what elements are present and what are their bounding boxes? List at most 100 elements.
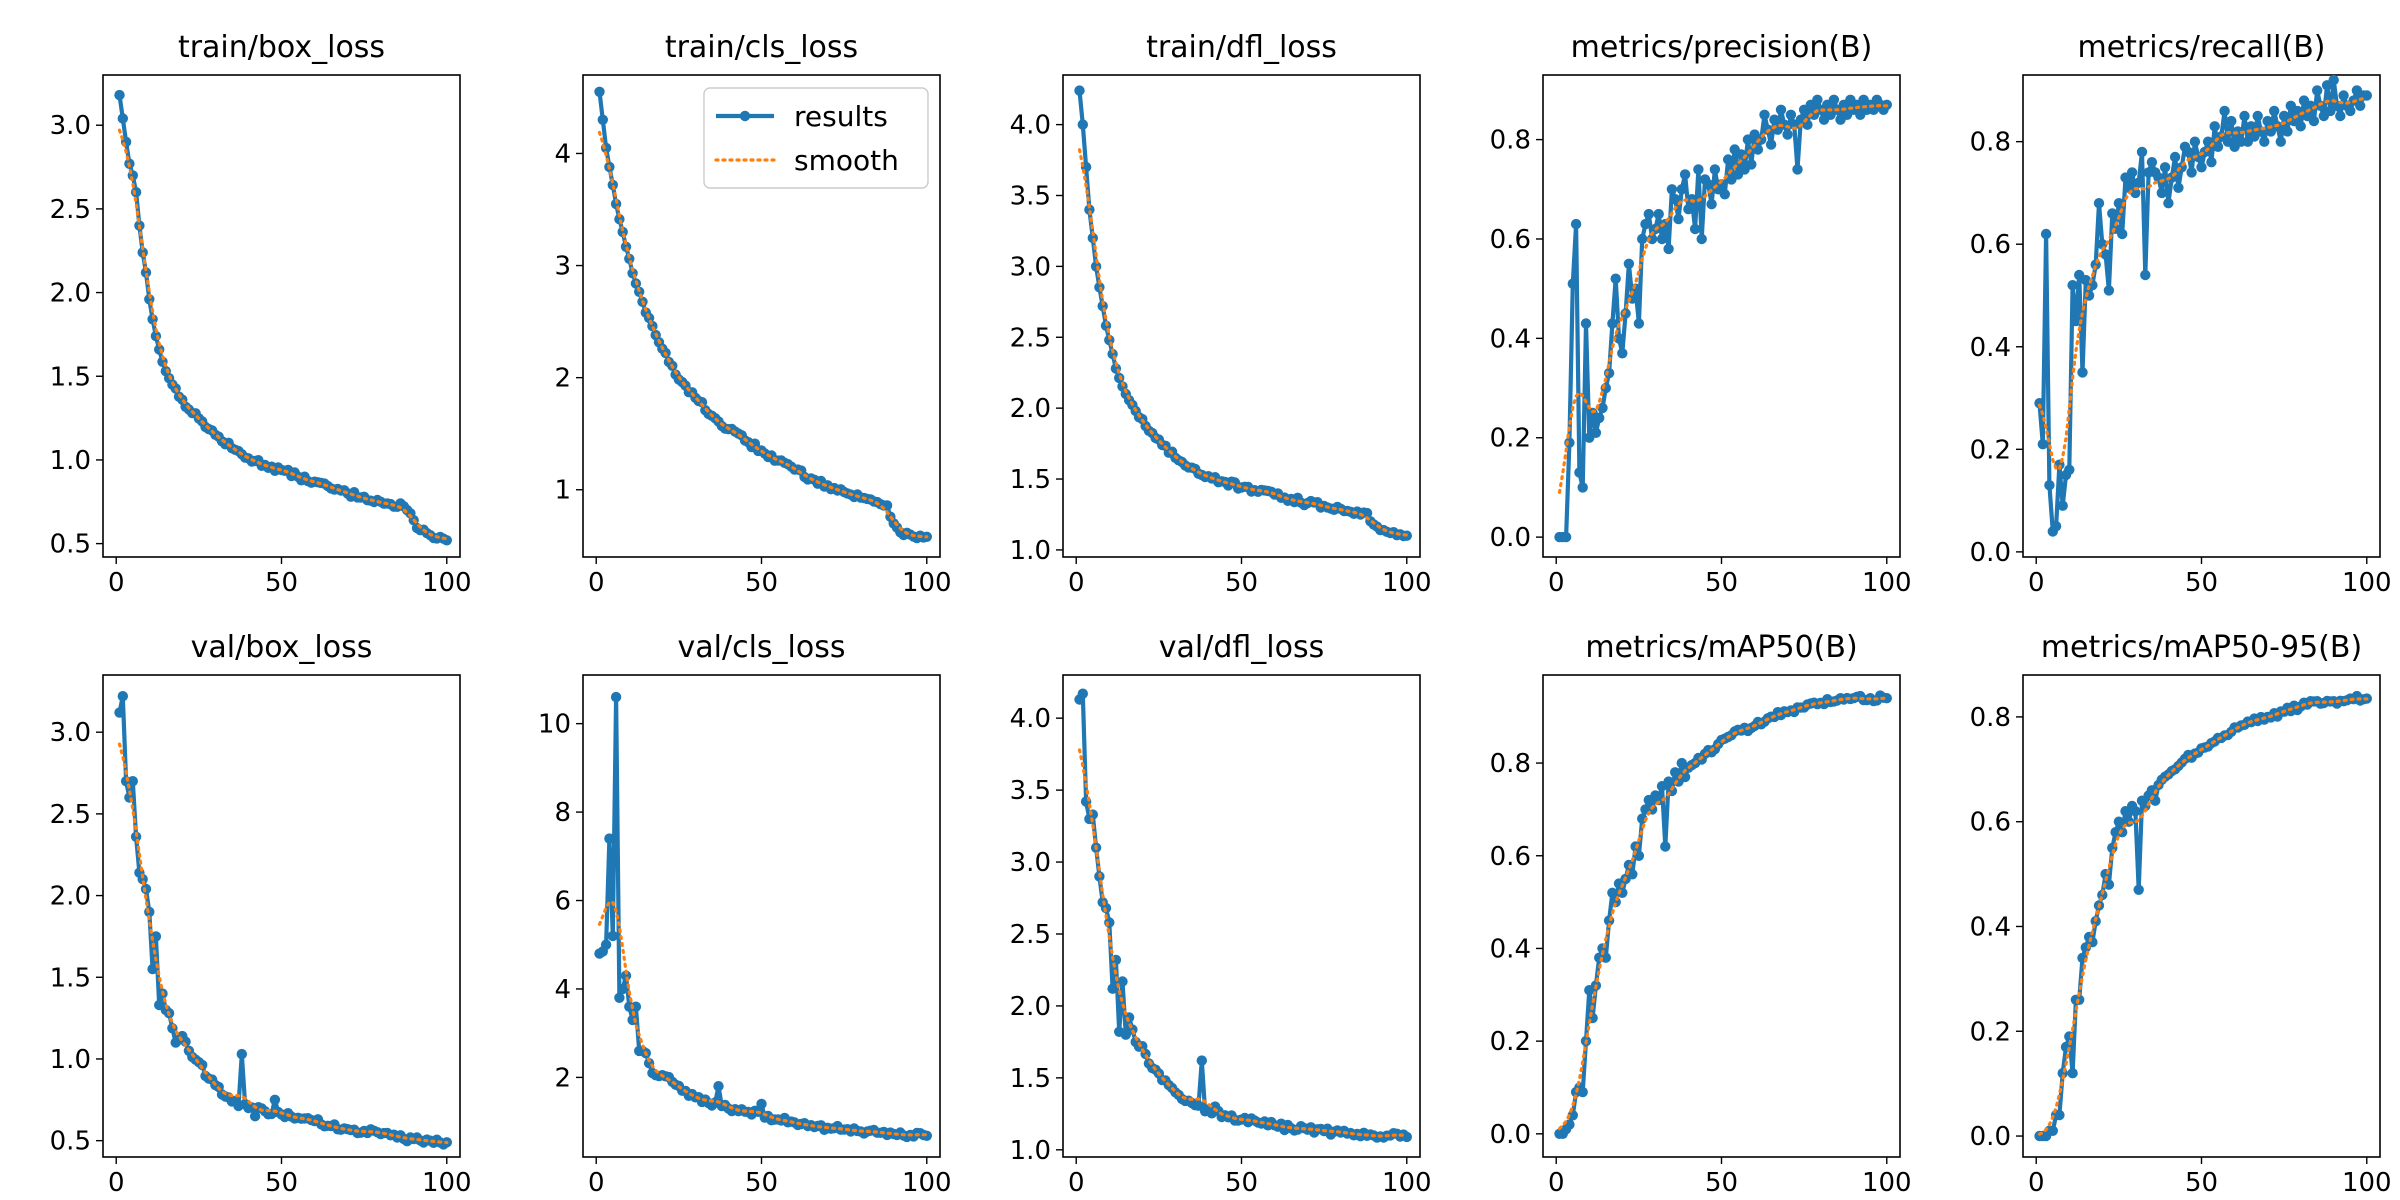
results-point	[127, 776, 138, 787]
results-point	[1660, 841, 1671, 852]
y-tick-label: 0.8	[1970, 703, 2011, 733]
results-point	[2067, 1068, 2078, 1079]
results-point	[1567, 278, 1578, 289]
results-point	[2183, 146, 2194, 158]
results-point	[2034, 398, 2045, 409]
chart-svg: metrics/mAP50(B) 0 50 100 0.0 0.2 0.4 0.6 0.8	[1490, 630, 1912, 1198]
results-point	[1679, 771, 1691, 783]
x-tick-label: 0	[2028, 1168, 2045, 1198]
chart-panel: metrics/mAP50-95(B) 0 50 100 0.0 0.2 0.4 0.6 0.8	[1920, 600, 2400, 1200]
chart-svg: metrics/precision(B) 0 50 100 0.0 0.2 0.4 0.6 0.…	[1490, 30, 1912, 598]
results-point	[1633, 318, 1645, 329]
results-point	[2173, 182, 2184, 193]
results-point	[1706, 199, 1717, 210]
results-point	[1590, 427, 1602, 438]
y-tick-label: 1.0	[50, 1045, 91, 1075]
results-point	[2103, 879, 2115, 890]
y-tick-label: 2	[554, 1063, 571, 1093]
results-point	[630, 1001, 642, 1012]
results-point	[2146, 157, 2158, 168]
y-tick-label: 0.2	[1970, 435, 2011, 465]
results-point	[2126, 167, 2138, 178]
results-point	[617, 983, 628, 995]
y-tick-label: 0.4	[1490, 324, 1531, 354]
y-tick-label: 0.6	[1970, 230, 2011, 260]
results-point	[2047, 1125, 2058, 1136]
y-tick-label: 4	[554, 975, 571, 1005]
x-tick-label: 100	[1862, 1168, 1912, 1198]
results-point	[2312, 85, 2323, 96]
results-point	[1792, 164, 1803, 175]
results-point	[2275, 136, 2286, 147]
results-point	[2136, 146, 2148, 158]
results-point	[1627, 869, 1638, 880]
smooth-line	[1077, 148, 1409, 537]
results-point	[2186, 167, 2197, 178]
chart-title: val/box_loss	[191, 630, 373, 665]
results-point	[2262, 115, 2273, 127]
results-point	[1666, 184, 1678, 195]
y-tick-label: 0.6	[1970, 808, 2011, 838]
chart-svg: train/box_loss 0 50 100 0.5 1.0 1.5 2.0 2.5 3.0	[50, 30, 472, 598]
chart-svg: val/dfl_loss 0 50 100 1.0 1.5 2.0 2.5 3.0 3.5 4.0	[1010, 630, 1432, 1198]
chart-panel: train/dfl_loss 0 50 100 1.0 1.5 2.0 2.5 3.0 3.5 4.…	[960, 0, 1440, 600]
results-point	[1620, 308, 1631, 319]
results-point	[1613, 333, 1625, 344]
results-point	[1759, 109, 1770, 121]
results-point	[1663, 776, 1674, 787]
y-tick-label: 3.0	[50, 718, 91, 748]
x-tick-label: 100	[902, 568, 952, 598]
chart-panel: val/cls_loss 0 50 100 2 4 6 8 10	[480, 600, 960, 1200]
results-point	[2206, 157, 2217, 168]
results-point	[607, 930, 618, 942]
y-tick-label: 2.5	[1010, 920, 1051, 950]
y-tick-label: 2.0	[1010, 394, 1051, 424]
x-tick-label: 0	[1068, 1168, 1085, 1198]
y-tick-label: 0.0	[1490, 1120, 1531, 1150]
results-point	[1577, 482, 1588, 493]
legend: results smooth	[703, 87, 929, 189]
x-tick-label: 0	[1548, 1168, 1565, 1198]
results-point	[2239, 110, 2250, 122]
chart-title: metrics/precision(B)	[1571, 30, 1873, 65]
chart-panel: metrics/precision(B) 0 50 100 0.0 0.2 0.4 0.6 0.…	[1440, 0, 1920, 600]
chart-title: train/dfl_loss	[1146, 30, 1337, 65]
results-point	[2295, 121, 2306, 132]
results-point	[269, 1094, 281, 1105]
y-tick-label: 4.0	[1010, 111, 1051, 141]
results-point	[2278, 110, 2290, 122]
y-tick-label: 8	[554, 798, 571, 828]
results-point	[2077, 367, 2088, 378]
y-tick-label: 2.5	[50, 800, 91, 830]
chart-panel: metrics/recall(B) 0 50 100 0.0 0.2 0.4 0.6 0.8	[1920, 0, 2400, 600]
results-point	[1560, 531, 1572, 543]
results-point	[2361, 90, 2372, 101]
results-point	[2054, 1109, 2065, 1121]
y-tick-label: 0.4	[1490, 934, 1531, 964]
y-tick-label: 0.2	[1490, 424, 1531, 454]
x-tick-label: 50	[1705, 1168, 1738, 1198]
results-point	[594, 86, 605, 98]
x-tick-label: 50	[2185, 1168, 2218, 1198]
y-tick-label: 2.0	[1010, 992, 1051, 1022]
results-point	[2209, 121, 2220, 132]
results-point	[597, 114, 608, 126]
smooth-line	[1077, 748, 1409, 1138]
y-tick-label: 10	[538, 710, 571, 740]
x-tick-label: 0	[2028, 568, 2045, 598]
y-tick-label: 3.0	[1010, 848, 1051, 878]
results-line	[117, 694, 448, 1147]
results-point	[236, 1048, 247, 1060]
smooth-line	[117, 128, 449, 541]
results-point	[2067, 280, 2078, 291]
chart-title: metrics/mAP50(B)	[1585, 630, 1857, 665]
chart-title: train/box_loss	[178, 30, 385, 65]
results-point	[1673, 213, 1684, 225]
results-point	[1775, 104, 1787, 116]
x-tick-label: 0	[108, 1168, 125, 1198]
results-point	[1689, 223, 1701, 235]
y-tick-label: 0.4	[1970, 912, 2011, 942]
results-point	[1746, 159, 1757, 170]
results-point	[610, 691, 622, 703]
results-point	[756, 1098, 767, 1110]
